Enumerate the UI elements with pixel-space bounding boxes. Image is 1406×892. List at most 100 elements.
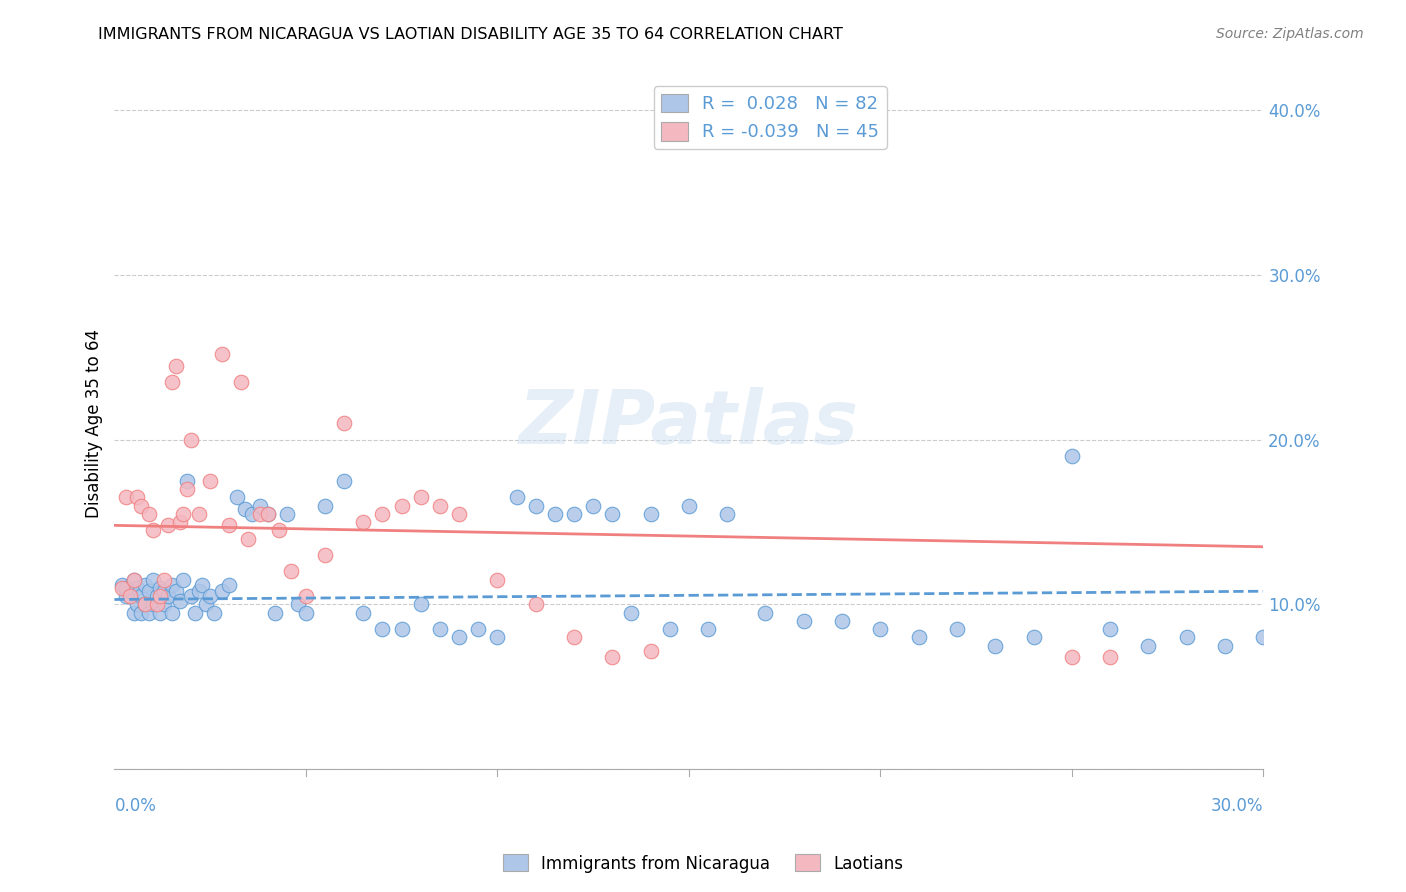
Point xyxy=(129,589,152,603)
Point xyxy=(449,631,471,645)
Point xyxy=(115,589,138,603)
Point xyxy=(169,515,191,529)
Point xyxy=(127,491,149,505)
Point xyxy=(180,589,202,603)
Point xyxy=(233,502,256,516)
Point xyxy=(505,491,527,505)
Point xyxy=(391,622,413,636)
Point xyxy=(1099,622,1122,636)
Point xyxy=(429,499,451,513)
Point xyxy=(1137,639,1160,653)
Point xyxy=(115,581,138,595)
Point xyxy=(1213,639,1236,653)
Point xyxy=(187,584,209,599)
Point xyxy=(115,491,138,505)
Point xyxy=(160,577,183,591)
Point xyxy=(295,589,318,603)
Point xyxy=(129,499,152,513)
Point xyxy=(184,606,207,620)
Point xyxy=(600,650,623,665)
Point xyxy=(907,631,929,645)
Point xyxy=(160,375,183,389)
Point xyxy=(149,589,172,603)
Point xyxy=(249,507,271,521)
Point xyxy=(1253,631,1275,645)
Point xyxy=(198,589,221,603)
Point xyxy=(218,577,240,591)
Point xyxy=(409,491,432,505)
Point xyxy=(1060,449,1083,463)
Point xyxy=(544,507,567,521)
Point xyxy=(134,577,156,591)
Point xyxy=(176,482,198,496)
Point xyxy=(122,573,145,587)
Text: Source: ZipAtlas.com: Source: ZipAtlas.com xyxy=(1216,27,1364,41)
Point xyxy=(165,359,187,373)
Point xyxy=(145,589,167,603)
Point xyxy=(211,347,233,361)
Point xyxy=(793,614,815,628)
Point xyxy=(118,589,141,603)
Y-axis label: Disability Age 35 to 64: Disability Age 35 to 64 xyxy=(86,329,103,517)
Point xyxy=(314,548,336,562)
Point xyxy=(157,518,180,533)
Point xyxy=(640,507,662,521)
Point xyxy=(264,606,287,620)
Point xyxy=(391,499,413,513)
Point xyxy=(333,474,356,488)
Point xyxy=(486,573,509,587)
Point xyxy=(229,375,252,389)
Point xyxy=(716,507,738,521)
Point xyxy=(138,584,160,599)
Point xyxy=(118,584,141,599)
Point xyxy=(287,598,309,612)
Point xyxy=(1060,650,1083,665)
Point xyxy=(1022,631,1045,645)
Point xyxy=(678,499,700,513)
Point xyxy=(256,507,278,521)
Point xyxy=(187,507,209,521)
Point xyxy=(1175,631,1198,645)
Point xyxy=(149,606,172,620)
Point xyxy=(138,507,160,521)
Point xyxy=(946,622,969,636)
Legend: Immigrants from Nicaragua, Laotians: Immigrants from Nicaragua, Laotians xyxy=(496,847,910,880)
Point xyxy=(111,581,134,595)
Point xyxy=(195,598,218,612)
Point xyxy=(160,606,183,620)
Point xyxy=(658,622,681,636)
Point xyxy=(524,499,547,513)
Point xyxy=(640,643,662,657)
Point xyxy=(754,606,776,620)
Point xyxy=(295,606,318,620)
Point xyxy=(467,622,489,636)
Point xyxy=(153,573,176,587)
Text: IMMIGRANTS FROM NICARAGUA VS LAOTIAN DISABILITY AGE 35 TO 64 CORRELATION CHART: IMMIGRANTS FROM NICARAGUA VS LAOTIAN DIS… xyxy=(98,27,844,42)
Point xyxy=(134,598,156,612)
Point xyxy=(122,573,145,587)
Point xyxy=(111,577,134,591)
Point xyxy=(984,639,1007,653)
Point xyxy=(149,581,172,595)
Point xyxy=(138,606,160,620)
Point xyxy=(122,606,145,620)
Point xyxy=(142,573,165,587)
Text: 0.0%: 0.0% xyxy=(114,797,156,814)
Point xyxy=(153,584,176,599)
Text: 30.0%: 30.0% xyxy=(1211,797,1264,814)
Point xyxy=(314,499,336,513)
Point xyxy=(429,622,451,636)
Text: ZIPatlas: ZIPatlas xyxy=(519,387,859,459)
Point xyxy=(352,606,374,620)
Point xyxy=(371,507,394,521)
Point xyxy=(142,598,165,612)
Point xyxy=(249,499,271,513)
Point xyxy=(134,598,156,612)
Point xyxy=(145,598,167,612)
Point xyxy=(486,631,509,645)
Point xyxy=(449,507,471,521)
Point xyxy=(562,631,585,645)
Point xyxy=(129,606,152,620)
Point xyxy=(524,598,547,612)
Point xyxy=(240,507,263,521)
